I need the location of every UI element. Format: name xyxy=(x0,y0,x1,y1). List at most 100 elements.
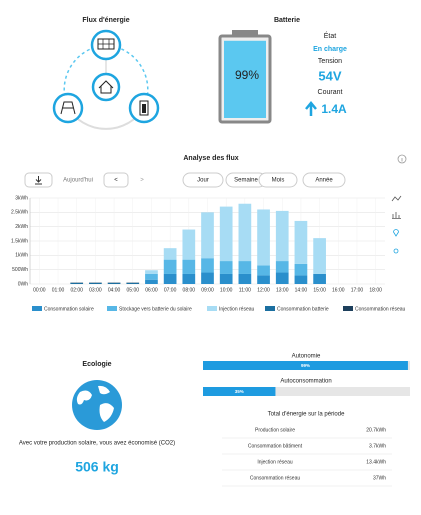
period-button[interactable] xyxy=(302,172,346,188)
x-tick-label: 01:00 xyxy=(52,287,65,293)
x-tick-label: 02:00 xyxy=(70,287,83,293)
y-tick-label: 2.5kWh xyxy=(11,210,28,216)
period-label[interactable]: Semaine xyxy=(234,178,258,184)
download-button[interactable] xyxy=(24,172,53,188)
period-label[interactable]: Année xyxy=(315,178,333,184)
bar-segment xyxy=(257,209,270,266)
voltage: 54V xyxy=(318,68,341,83)
period-label[interactable]: Jour xyxy=(197,178,209,184)
bar-segment xyxy=(257,265,270,276)
autonomy-label: Autonomie xyxy=(292,354,321,360)
x-tick-label: 05:00 xyxy=(127,287,140,293)
bar-segment xyxy=(219,273,233,284)
bar-segment xyxy=(238,273,252,284)
period-button[interactable] xyxy=(182,172,224,188)
x-tick-label: 11:00 xyxy=(239,287,251,293)
total-name: Production solaire xyxy=(255,427,295,433)
current-label: Courant xyxy=(318,89,343,96)
y-tick-label: 3kWh xyxy=(15,195,28,201)
bar-segment xyxy=(238,203,252,262)
legend-label: Consommation solaire xyxy=(44,306,94,312)
legend-label: Stockage vers batterie du solaire xyxy=(119,306,192,312)
y-tick-label: 2kWh xyxy=(15,224,28,230)
total-name: Injection réseau xyxy=(257,459,293,465)
total-value: 37Wh xyxy=(373,475,386,481)
totals-title: Total d'énergie sur la période xyxy=(268,412,346,418)
bar-segment xyxy=(163,273,177,284)
progress-fill xyxy=(203,361,408,370)
x-tick-label: 08:00 xyxy=(183,287,196,293)
legend-swatch xyxy=(32,306,42,311)
total-name: Consommation réseau xyxy=(250,475,301,481)
battery-title: Batterie xyxy=(274,17,300,24)
ecology-title: Ecologie xyxy=(82,361,111,368)
battery-cap xyxy=(232,30,258,36)
x-tick-label: 04:00 xyxy=(108,287,121,293)
bar-segment xyxy=(145,279,158,284)
bar-segment xyxy=(89,282,102,284)
bar-segment xyxy=(219,261,233,274)
bar-segment xyxy=(145,270,158,274)
x-tick-label: 10:00 xyxy=(220,287,233,293)
legend-swatch xyxy=(107,306,117,311)
period-button[interactable] xyxy=(258,172,298,188)
total-value: 13.4kWh xyxy=(366,459,386,465)
voltage-label: Tension xyxy=(318,58,342,65)
x-tick-label: 12:00 xyxy=(257,287,270,293)
battery-level xyxy=(224,40,266,118)
bar-segment xyxy=(163,248,177,260)
y-tick-label: 1.5kWh xyxy=(11,238,28,244)
x-tick-label: 16:00 xyxy=(332,287,345,293)
flow-diagram xyxy=(52,29,160,130)
co2-saved: 506 kg xyxy=(75,459,119,475)
progress-fill xyxy=(203,387,276,396)
x-tick-label: 06:00 xyxy=(145,287,158,293)
prev-button[interactable] xyxy=(103,172,129,188)
prev[interactable]: < xyxy=(114,178,118,184)
legend-label: Consommation réseau xyxy=(355,306,406,312)
x-tick-label: 15:00 xyxy=(313,287,326,293)
legend-label: Consommation batterie xyxy=(277,306,329,312)
period-label[interactable]: Mois xyxy=(272,178,285,184)
total-name: Consommation bâtiment xyxy=(248,443,303,449)
bar-segment xyxy=(182,229,196,260)
bar-segment xyxy=(294,263,308,276)
current: 1.4A xyxy=(321,102,347,116)
bar-segment xyxy=(107,282,121,284)
bar-segment xyxy=(145,273,158,280)
y-tick-label: 500Wh xyxy=(12,267,28,273)
bar-segment xyxy=(126,282,140,284)
bar-segment xyxy=(294,275,308,284)
x-tick-label: 18:00 xyxy=(369,287,382,293)
x-tick-label: 00:00 xyxy=(33,287,46,293)
globe xyxy=(72,380,122,430)
bar-segment xyxy=(238,261,252,274)
total-value: 3.7kWh xyxy=(369,443,386,449)
bar-segment xyxy=(182,259,196,274)
current-arrow xyxy=(305,101,317,116)
info-icon[interactable] xyxy=(397,154,407,164)
x-tick-label: 14:00 xyxy=(295,287,308,293)
next[interactable]: > xyxy=(140,178,144,184)
bar-segment xyxy=(201,258,214,273)
x-tick-label: 03:00 xyxy=(89,287,102,293)
bar-segment xyxy=(275,210,289,262)
total-value: 20.7kWh xyxy=(366,427,386,433)
y-tick-label: 0Wh xyxy=(18,281,29,287)
chart-side-icons[interactable] xyxy=(391,195,402,254)
today: Aujourd'hui xyxy=(63,178,93,184)
bar-segment xyxy=(163,259,177,274)
flow-title: Flux d'énergie xyxy=(82,17,129,24)
x-tick-label: 17:00 xyxy=(351,287,364,293)
bar-segment xyxy=(313,238,326,274)
x-tick-label: 13:00 xyxy=(276,287,289,293)
legend-swatch xyxy=(207,306,217,311)
bar-segment xyxy=(275,261,289,273)
bar-segment xyxy=(182,273,196,284)
legend-swatch xyxy=(343,306,353,311)
x-tick-label: 07:00 xyxy=(164,287,177,293)
bar-segment xyxy=(313,273,326,284)
progress-label: 99% xyxy=(301,363,310,368)
legend-swatch xyxy=(265,306,275,311)
